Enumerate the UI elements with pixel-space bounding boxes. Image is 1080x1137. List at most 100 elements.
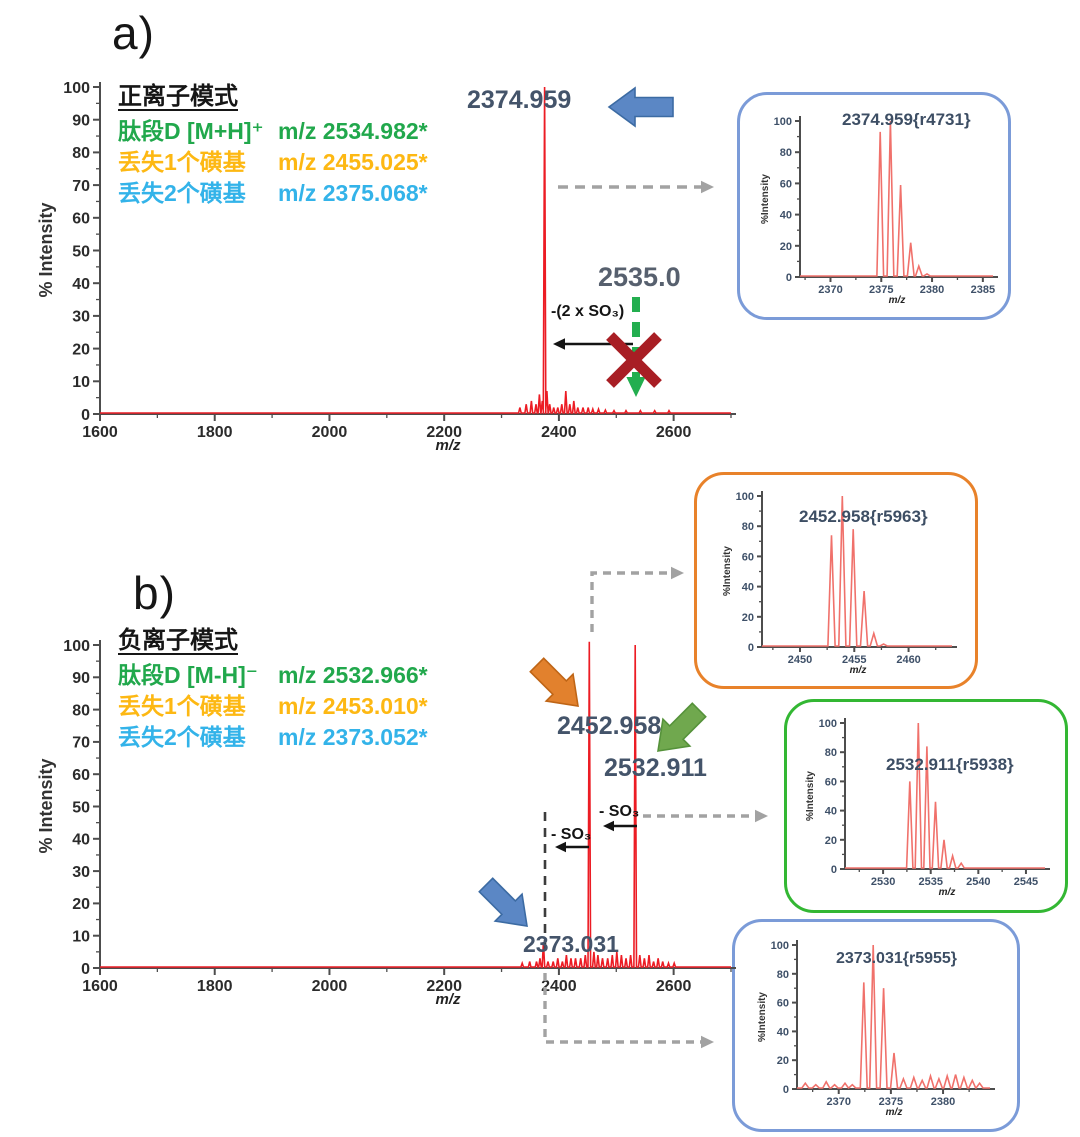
x-tick-label: 2600 <box>656 424 692 441</box>
x-tick-label: 2450 <box>788 654 812 666</box>
legend-title: 负离子模式 <box>118 627 238 654</box>
inset-connector-2373-arrow <box>543 973 714 1049</box>
inset-connector-2453-arrow <box>590 566 684 632</box>
y-tick-label: 20 <box>777 1055 789 1067</box>
y-tick-label: 20 <box>825 835 837 847</box>
inset-box-negative-2373 <box>732 919 1020 1132</box>
y-axis-label: %Intensity <box>757 992 768 1042</box>
y-tick-label: 100 <box>63 80 90 97</box>
inset-box-positive-2375 <box>737 92 1011 320</box>
x-tick-label: 2200 <box>426 978 462 995</box>
x-tick-label: 2540 <box>966 876 990 888</box>
legend-item-loss2-mz: m/z 2375.068* <box>278 180 428 207</box>
x-tick-label: 2385 <box>971 284 995 296</box>
x-tick-label: 2375 <box>869 284 893 296</box>
x-tick-label: 1800 <box>197 978 233 995</box>
legend-item-peptide-name: 肽段D [M+H]⁺ <box>118 118 264 145</box>
peak-label-2373: 2373.031 <box>523 931 619 957</box>
y-tick-label: 20 <box>742 612 754 624</box>
legend-positive-mode: 正离子模式 肽段D [M+H]⁺ m/z 2534.982* 丢失1个磺基 m/… <box>118 84 428 206</box>
y-tick-label: 100 <box>819 718 837 730</box>
peak-pointer-blue-arrow-a <box>607 86 674 128</box>
legend-item-loss2-name: 丢失2个磺基 <box>118 180 246 207</box>
y-tick-label: 100 <box>63 638 90 655</box>
spectrum-main-positive: 0 10 20 30 40 50 60 70 80 90 100 1600 1800 2000 2200 24… <box>36 80 736 454</box>
y-tick-label: 40 <box>777 1026 789 1038</box>
peak-label-2374: 2374.959 <box>467 86 572 114</box>
spectrum-trace <box>800 120 993 277</box>
y-tick-label: 0 <box>81 407 90 424</box>
neutral-loss-label-a: -(2 x SO₃) <box>551 303 625 320</box>
x-axis-label: m/z <box>435 991 461 1008</box>
y-axis-label: %Intensity <box>805 771 816 821</box>
y-axis-label: %Intensity <box>722 546 733 596</box>
x-tick-label: 2200 <box>426 424 462 441</box>
y-tick-label: 0 <box>783 1084 789 1096</box>
y-tick-label: 40 <box>72 276 90 293</box>
arrowhead <box>626 377 646 397</box>
inset-title-2453: 2452.958{r5963} <box>799 507 928 526</box>
y-tick-label: 50 <box>72 243 90 260</box>
x-tick-label: 2000 <box>312 978 348 995</box>
spectrum-trace <box>845 722 1045 869</box>
legend-negative-mode: 负离子模式 肽段D [M-H]⁻ m/z 2532.966* 丢失1个磺基 m/… <box>118 628 428 750</box>
neutral-loss-label-b1: - SO₃ <box>599 803 640 820</box>
inset-box-negative-2453 <box>694 472 978 689</box>
spectrum-trace <box>100 86 731 414</box>
x-tick-label: 2370 <box>818 284 842 296</box>
y-tick-label: 100 <box>736 491 754 503</box>
y-tick-label: 80 <box>72 702 90 719</box>
inset-title-2373: 2373.031{r5955} <box>836 950 958 967</box>
x-tick-label: 1600 <box>82 424 118 441</box>
x-tick-label: 1600 <box>82 978 118 995</box>
x-tick-label: 2530 <box>871 876 895 888</box>
y-tick-label: 80 <box>825 747 837 759</box>
arrowhead <box>603 820 614 832</box>
y-tick-label: 60 <box>825 776 837 788</box>
y-tick-label: 0 <box>81 961 90 978</box>
so3-loss-arrow-lower <box>555 841 589 853</box>
blocked-transition-green-arrow <box>626 297 646 397</box>
y-tick-label: 80 <box>742 521 754 533</box>
panel-a-label: a) <box>112 7 155 59</box>
x-tick-label: 2400 <box>541 978 577 995</box>
spectrum-inset-negative-2373: 0 20 40 60 80 100 2370 2375 2380 m/z %Intensity <box>757 940 995 1118</box>
y-tick-label: 10 <box>72 374 90 391</box>
y-tick-label: 40 <box>825 806 837 818</box>
inset-title-2533: 2532.911{r5938} <box>886 755 1014 774</box>
y-tick-label: 80 <box>72 145 90 162</box>
x-tick-label: 2375 <box>879 1096 903 1108</box>
y-tick-label: 40 <box>72 832 90 849</box>
spectrum-trace <box>797 944 990 1089</box>
x-tick-label: 2400 <box>541 424 577 441</box>
y-tick-label: 10 <box>72 928 90 945</box>
y-tick-label: 30 <box>72 309 90 326</box>
legend-title: 正离子模式 <box>118 83 238 110</box>
y-tick-label: 70 <box>72 735 90 752</box>
spectrum-trace <box>100 641 731 968</box>
x-axis-label: m/z <box>939 887 956 898</box>
blocked-mass-label-2535: 2535.0 <box>598 262 681 292</box>
y-tick-label: 0 <box>786 272 792 284</box>
y-axis-label: % Intensity <box>36 202 56 297</box>
arrowhead <box>555 841 566 853</box>
legend-item-loss2-mz: m/z 2373.052* <box>278 724 428 751</box>
inset-title-2375: 2374.959{r4731} <box>842 110 971 129</box>
y-tick-label: 70 <box>72 178 90 195</box>
spectrum-inset-negative-2533: 0 20 40 60 80 100 2530 2535 2540 2545 m/z %Intensit… <box>805 718 1050 898</box>
legend-item-peptide-name: 肽段D [M-H]⁻ <box>118 662 258 689</box>
y-tick-label: 40 <box>780 210 792 222</box>
peak-pointer-blue-arrow-b <box>478 877 528 927</box>
y-tick-label: 60 <box>72 211 90 228</box>
y-tick-label: 100 <box>771 940 789 952</box>
y-tick-label: 20 <box>72 341 90 358</box>
x-tick-label: 2600 <box>656 978 692 995</box>
arrowhead <box>701 1035 714 1049</box>
arrowhead <box>755 809 768 823</box>
panel-b-label: b) <box>133 567 176 619</box>
legend-item-peptide-mz: m/z 2534.982* <box>278 118 428 145</box>
x-tick-label: 2455 <box>842 654 866 666</box>
legend-item-loss1-name: 丢失1个磺基 <box>118 149 246 176</box>
